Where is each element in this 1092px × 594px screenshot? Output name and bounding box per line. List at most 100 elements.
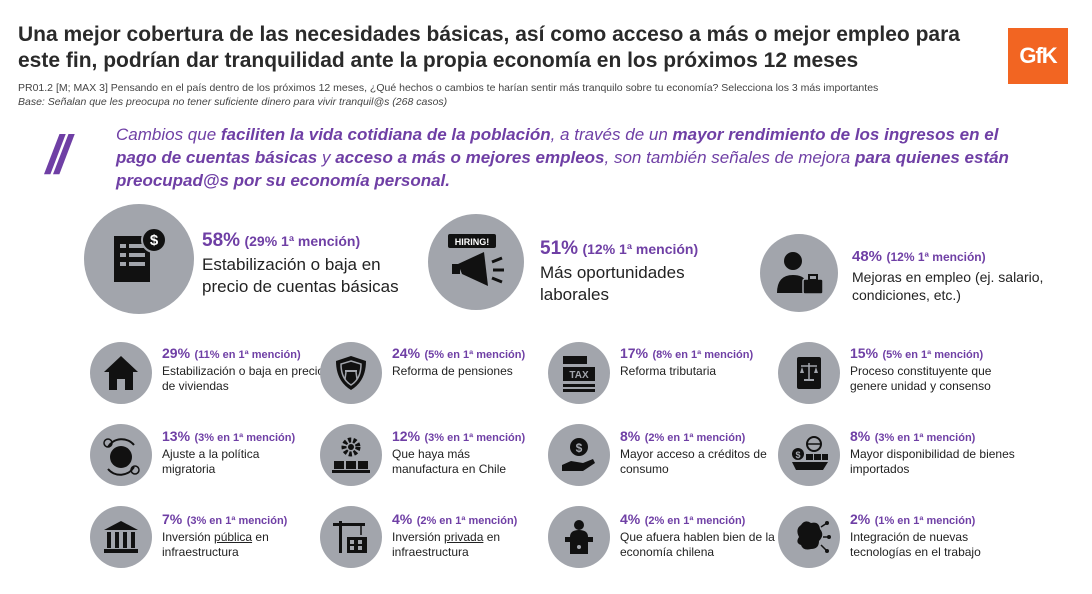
item-percent: 8% <box>620 428 641 444</box>
quote-text: , son también señales de mejora <box>604 148 855 167</box>
item-tributaria: 17% (8% en 1ª mención) Reforma tributari… <box>620 345 775 379</box>
item-percent: 48% <box>852 248 883 265</box>
item-percent: 17% <box>620 345 649 361</box>
quote-mark: // <box>46 125 70 185</box>
bill-icon: $ <box>84 204 194 314</box>
question-text: PR01.2 [M; MAX 3] Pensando en el país de… <box>18 82 879 94</box>
insight-quote: Cambios que faciliten la vida cotidiana … <box>116 123 1036 192</box>
item-mention: (3% en 1ª mención) <box>874 432 976 444</box>
item-mention: (2% en 1ª mención) <box>644 515 746 527</box>
house-icon <box>90 342 152 404</box>
item-mention: (29% 1ª mención) <box>244 233 361 249</box>
item-label: Integración de nuevas tecnologías en el … <box>850 530 981 559</box>
item-label: Inversión privada en infraestructura <box>392 530 517 560</box>
item-label-part: Inversión <box>162 530 215 544</box>
item-percent: 2% <box>850 511 871 527</box>
item-pensiones: 24% (5% en 1ª mención) Reforma de pensio… <box>392 345 547 379</box>
item-percent: 4% <box>392 511 413 527</box>
tax-sign: TAX <box>569 370 589 381</box>
item-tecnologias: 2% (1% en 1ª mención) Integración de nue… <box>850 511 1025 560</box>
item-inversion-privada: 4% (2% en 1ª mención) Inversión privada … <box>392 511 547 560</box>
item-oportunidades: 51% (12% 1ª mención) Más oportunidades l… <box>540 238 760 306</box>
item-percent: 7% <box>162 511 183 527</box>
pension-shield-icon <box>320 342 382 404</box>
item-percent: 8% <box>850 428 871 444</box>
tax-icon: TAX <box>548 342 610 404</box>
item-percent: 29% <box>162 345 191 361</box>
worker-briefcase-icon <box>760 234 838 312</box>
quote-text: y <box>317 148 336 167</box>
item-label: Estabilización o baja en precio de cuent… <box>202 255 399 296</box>
item-label: Ajuste a la política migratoria <box>162 447 260 476</box>
item-label-part: en infraestructura <box>392 530 501 559</box>
item-afuera-hablen: 4% (2% en 1ª mención) Que afuera hablen … <box>620 511 780 560</box>
item-label: Que afuera hablen bien de la economía ch… <box>620 530 775 559</box>
item-label: Que haya más manufactura en Chile <box>392 447 507 476</box>
item-label: Inversión pública en infraestructura <box>162 530 282 560</box>
item-percent: 12% <box>392 428 421 444</box>
constitution-book-icon <box>778 342 840 404</box>
hiring-sign: HIRING! <box>455 237 490 247</box>
item-label: Mayor acceso a créditos de consumo <box>620 447 767 476</box>
svg-text:$: $ <box>150 232 159 249</box>
item-migratoria: 13% (3% en 1ª mención) Ajuste a la polít… <box>162 428 317 477</box>
item-mention: (12% 1ª mención) <box>582 241 699 257</box>
quote-text: Cambios que <box>116 125 221 144</box>
construction-crane-icon <box>320 506 382 568</box>
item-importados: 8% (3% en 1ª mención) Mayor disponibilid… <box>850 428 1015 477</box>
quote-highlight: para quienes están preocupad@s por su ec… <box>116 148 1009 190</box>
credit-hand-icon: $ <box>548 424 610 486</box>
item-percent: 13% <box>162 428 191 444</box>
svg-text:$: $ <box>576 441 583 455</box>
item-label-underlined: privada <box>444 530 484 544</box>
base-text: Base: Señalan que les preocupa no tener … <box>18 96 448 108</box>
gfk-logo: GfK <box>1008 28 1068 84</box>
hiring-megaphone-icon: HIRING! <box>428 214 524 310</box>
imports-ship-icon: $ <box>778 424 840 486</box>
item-label: Proceso constituyente que genere unidad … <box>850 364 992 393</box>
item-constituyente: 15% (5% en 1ª mención) Proceso constituy… <box>850 345 1025 394</box>
speaker-podium-icon <box>548 506 610 568</box>
quote-highlight: acceso a más o mejores empleos <box>335 148 605 167</box>
item-mention: (3% en 1ª mención) <box>194 432 296 444</box>
item-percent: 15% <box>850 345 879 361</box>
item-mention: (2% en 1ª mención) <box>416 515 518 527</box>
tech-brain-icon <box>778 506 840 568</box>
item-inversion-publica: 7% (3% en 1ª mención) Inversión pública … <box>162 511 317 560</box>
item-label: Mejoras en empleo (ej. salario, condicio… <box>852 269 1044 303</box>
item-label: Reforma tributaria <box>620 364 717 378</box>
item-label-part: en infraestructura <box>162 530 269 559</box>
quote-text: , a través de un <box>550 125 673 144</box>
page-title: Una mejor cobertura de las necesidades b… <box>18 23 960 72</box>
item-mention: (3% en 1ª mención) <box>424 432 526 444</box>
item-percent: 58% <box>202 230 241 251</box>
item-label: Reforma de pensiones <box>392 364 513 378</box>
item-percent: 4% <box>620 511 641 527</box>
quote-highlight: mayor rendimiento de los ingresos en el … <box>116 125 999 167</box>
item-cuentas-basicas: 58% (29% 1ª mención) Estabilización o ba… <box>202 230 422 298</box>
item-mention: (2% en 1ª mención) <box>644 432 746 444</box>
quote-highlight: faciliten la vida cotidiana de la poblac… <box>220 125 551 144</box>
item-manufactura: 12% (3% en 1ª mención) Que haya más manu… <box>392 428 547 477</box>
item-mention: (5% en 1ª mención) <box>424 349 526 361</box>
item-percent: 24% <box>392 345 421 361</box>
item-percent: 51% <box>540 238 579 259</box>
item-mention: (11% en 1ª mención) <box>194 349 301 361</box>
item-label: Estabilización o baja en precio de vivie… <box>162 364 325 393</box>
manufacturing-gear-icon <box>320 424 382 486</box>
item-label-underlined: pública <box>214 530 253 544</box>
item-label: Mayor disponibilidad de bienes importado… <box>850 447 1015 476</box>
item-mention: (1% en 1ª mención) <box>874 515 976 527</box>
migration-globe-icon <box>90 424 152 486</box>
item-mention: (8% en 1ª mención) <box>652 349 754 361</box>
public-building-icon <box>90 506 152 568</box>
item-mention: (12% 1ª mención) <box>886 250 986 264</box>
item-creditos: 8% (2% en 1ª mención) Mayor acceso a cré… <box>620 428 780 477</box>
item-mejoras-empleo: 48% (12% 1ª mención) Mejoras en empleo (… <box>852 248 1052 304</box>
svg-text:$: $ <box>795 450 800 460</box>
item-label: Más oportunidades laborales <box>540 263 685 304</box>
item-label-part: Inversión <box>392 530 445 544</box>
item-mention: (3% en 1ª mención) <box>186 515 288 527</box>
item-viviendas: 29% (11% en 1ª mención) Estabilización o… <box>162 345 327 394</box>
item-mention: (5% en 1ª mención) <box>882 349 984 361</box>
